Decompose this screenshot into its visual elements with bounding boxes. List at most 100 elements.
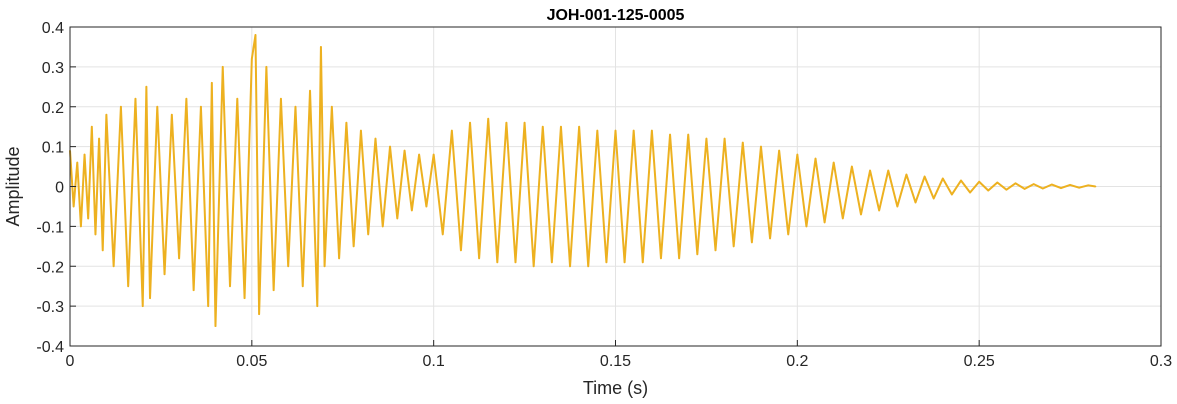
data-point xyxy=(345,121,348,124)
data-point xyxy=(83,153,86,156)
data-point xyxy=(969,191,971,194)
data-point xyxy=(320,46,322,48)
data-point xyxy=(605,261,608,264)
data-point xyxy=(381,225,384,228)
data-point xyxy=(374,137,377,140)
data-point xyxy=(923,175,926,178)
series-group xyxy=(69,33,1097,328)
data-point xyxy=(149,297,151,299)
data-point xyxy=(487,117,490,120)
x-tick-label: 0.3 xyxy=(1150,353,1172,370)
y-tick-label: 0 xyxy=(55,180,64,197)
data-point xyxy=(141,305,144,307)
data-point xyxy=(294,105,297,108)
data-point xyxy=(1087,184,1090,187)
ticks: 0 0.05 0.1 0.15 0.2 0.25 0.3 -0.4 -0.3 -0.2 -0.1 0 0… xyxy=(36,20,1172,370)
data-point xyxy=(280,97,282,100)
y-tick-label: 0.3 xyxy=(42,60,64,77)
y-axis-label: Amplitude xyxy=(3,146,23,226)
data-point xyxy=(316,305,319,307)
data-point xyxy=(578,125,580,128)
data-point xyxy=(1094,185,1097,188)
data-point xyxy=(323,265,326,268)
y-tick-label: 0.2 xyxy=(42,100,64,117)
data-point xyxy=(823,221,826,224)
x-tick-label: 0.2 xyxy=(786,353,808,370)
data-point xyxy=(896,205,899,208)
data-point xyxy=(301,285,304,287)
data-point xyxy=(352,245,355,248)
data-point xyxy=(403,149,406,152)
data-point xyxy=(441,233,444,236)
data-point xyxy=(796,153,799,156)
y-tick-label: -0.1 xyxy=(36,219,64,236)
data-point xyxy=(87,217,89,220)
data-point xyxy=(869,169,871,172)
data-point xyxy=(978,180,980,183)
data-point xyxy=(569,265,571,268)
data-point xyxy=(532,265,535,268)
data-point xyxy=(207,305,209,307)
data-point xyxy=(741,141,744,144)
data-point xyxy=(887,169,890,172)
data-point xyxy=(560,125,562,128)
data-point xyxy=(221,66,224,68)
data-point xyxy=(98,137,100,140)
data-point xyxy=(469,121,471,124)
data-point xyxy=(367,233,370,236)
series-line xyxy=(69,33,1096,328)
data-point xyxy=(496,261,499,264)
data-point xyxy=(178,257,180,260)
data-point xyxy=(514,261,517,264)
data-point xyxy=(451,129,453,132)
data-point xyxy=(120,105,122,108)
data-point xyxy=(987,189,990,192)
data-point xyxy=(287,265,290,268)
data-point xyxy=(1078,186,1080,189)
data-point xyxy=(229,285,231,287)
data-point xyxy=(778,149,780,152)
data-point xyxy=(687,133,690,136)
data-point xyxy=(1032,183,1035,185)
data-point xyxy=(163,273,166,276)
data-point xyxy=(769,237,771,240)
data-point xyxy=(805,225,808,228)
data-point xyxy=(951,193,953,196)
data-point xyxy=(914,201,917,204)
y-tick-label: -0.2 xyxy=(36,259,64,276)
data-point xyxy=(942,177,944,180)
x-tick-label: 0.25 xyxy=(964,353,995,370)
x-tick-label: 0.15 xyxy=(600,353,631,370)
data-point xyxy=(841,217,844,220)
data-point xyxy=(523,121,526,124)
data-point xyxy=(112,265,115,268)
data-point xyxy=(623,261,626,264)
data-point xyxy=(478,257,480,260)
data-point xyxy=(596,129,599,132)
data-point xyxy=(660,257,662,260)
data-point xyxy=(171,113,173,116)
chart-title: JOH-001-125-0005 xyxy=(547,7,685,24)
data-point xyxy=(960,179,962,182)
data-point xyxy=(541,125,544,128)
y-tick-label: -0.4 xyxy=(36,339,64,356)
data-point xyxy=(814,157,817,160)
data-point xyxy=(411,209,413,212)
x-axis-label: Time (s) xyxy=(583,378,648,398)
data-point xyxy=(460,249,462,252)
data-point xyxy=(389,145,391,148)
data-point xyxy=(705,137,708,140)
data-point xyxy=(127,285,129,287)
data-point xyxy=(696,253,699,256)
data-point xyxy=(996,181,999,184)
data-point xyxy=(1069,184,1071,186)
data-point xyxy=(1051,183,1053,186)
data-point xyxy=(425,205,428,208)
data-point xyxy=(723,137,726,140)
data-point xyxy=(669,133,671,136)
data-point xyxy=(254,34,257,36)
data-point xyxy=(751,241,753,244)
data-point xyxy=(91,125,93,128)
data-point xyxy=(156,105,159,108)
